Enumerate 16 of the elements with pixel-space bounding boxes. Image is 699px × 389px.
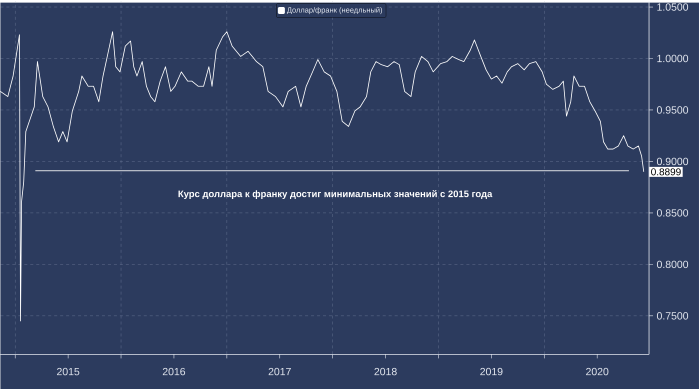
line-series [0,31,644,322]
x-tick-label: 2017 [268,368,291,376]
x-tick-label: 2016 [162,368,186,376]
y-tick-label: 0.8000 [656,260,688,268]
annotation: 0.8899 [651,168,681,176]
x-tick-label: 2018 [374,368,397,376]
y-tick-label: 0.9500 [656,106,688,114]
y-tick-label: 0.7500 [656,312,688,320]
x-tick-label: 2019 [480,368,502,376]
annotation: Курс доллара к франку достиг минимальных значений с 2015 года [178,190,492,199]
y-tick-label: 1.0500 [657,3,688,11]
y-tick-label: 0.8500 [656,209,688,216]
y-tick-label: 1.0000 [657,54,688,62]
y-tick-label: 0.9000 [656,158,688,165]
x-tick-label: 2020 [586,368,608,376]
x-tick-label: 2015 [57,368,80,376]
